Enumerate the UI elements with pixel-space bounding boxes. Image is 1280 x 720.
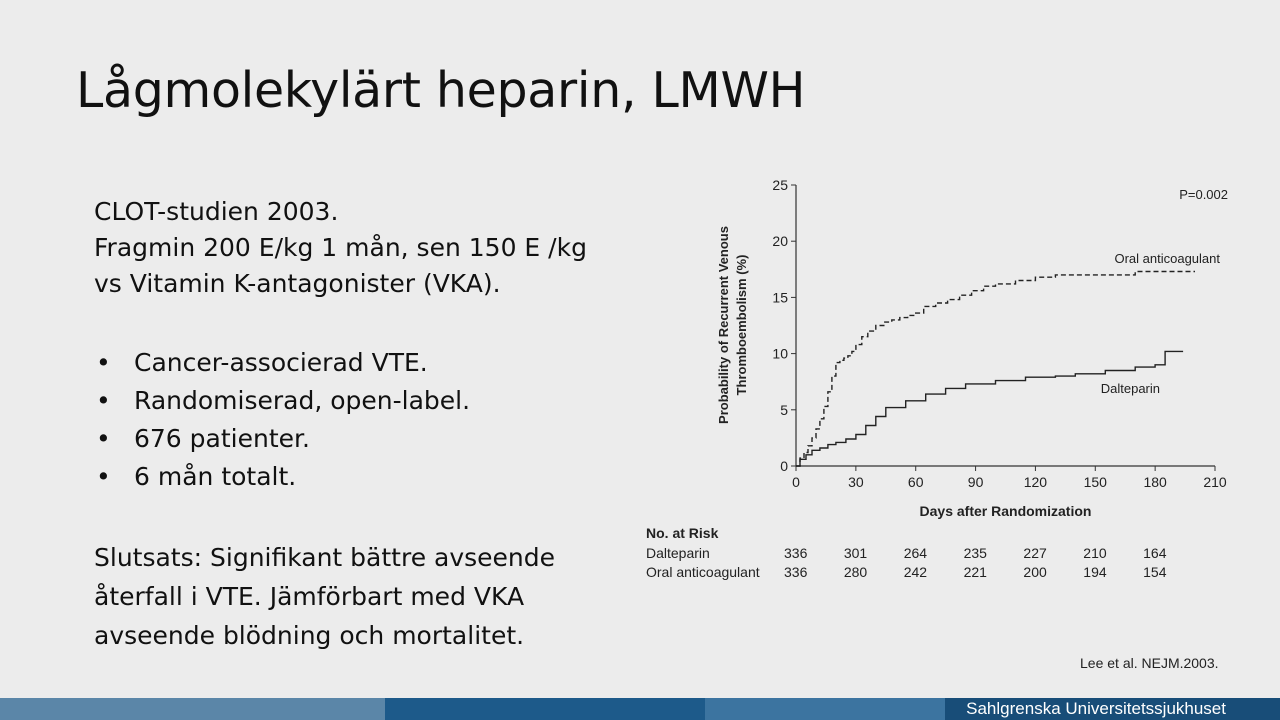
chart-ticks: 0 5 10 15 20 25 0 30 60 90 120 150 180 210: [772, 177, 1226, 490]
risk-value: 336: [784, 545, 808, 561]
x-axis-label: Days after Randomization: [920, 503, 1092, 519]
y-tick-label: 5: [780, 402, 788, 418]
bullet-glyph: •: [96, 348, 111, 377]
risk-table: No. at Risk Dalteparin 336 301 264 235 227 21…: [646, 525, 1206, 583]
risk-row-label: Oral anticoagulant: [646, 564, 760, 580]
x-tick-label: 210: [1203, 474, 1227, 490]
y-tick-label: 15: [772, 289, 788, 305]
footer-bar: Sahlgrenska Universitetssjukhuset: [0, 698, 1280, 720]
y-tick-label: 10: [772, 346, 788, 362]
intro-line-3: vs Vitamin K-antagonister (VKA).: [94, 269, 501, 298]
y-tick-label: 25: [772, 177, 788, 193]
y-tick-label: 0: [780, 458, 788, 474]
risk-value: 336: [784, 564, 808, 580]
y-axis-label-line-1: Probability of Recurrent Venous: [716, 226, 731, 424]
chart-axes: [795, 185, 1215, 467]
risk-row-dalteparin: Dalteparin 336 301 264 235 227 210 164: [646, 545, 1206, 564]
risk-value: 221: [963, 564, 987, 580]
risk-row-label: Dalteparin: [646, 545, 710, 561]
footer-brand: Sahlgrenska Universitetssjukhuset: [966, 699, 1226, 718]
conclusion-line-3: avseende blödning och mortalitet.: [94, 621, 525, 650]
p-value-annotation: P=0.002: [1179, 187, 1228, 202]
x-tick-label: 150: [1084, 474, 1108, 490]
y-axis-label-line-2: Thromboembolism (%): [734, 255, 749, 396]
chart-series: [796, 270, 1195, 467]
bullet-text: 6 mån totalt.: [134, 462, 297, 491]
risk-value: 264: [903, 545, 928, 561]
x-tick-label: 90: [968, 474, 984, 490]
risk-value: 164: [1143, 545, 1167, 561]
intro-text: CLOT-studien 2003. Fragmin 200 E/kg 1 må…: [94, 194, 587, 302]
risk-value: 200: [1023, 564, 1047, 580]
bullet-text: Randomiserad, open-label.: [134, 386, 471, 415]
kaplan-meier-chart: 0 5 10 15 20 25 0 30 60 90 120 150 180 210 Probabilit…: [716, 177, 1228, 519]
bullet-glyph: •: [96, 462, 111, 491]
conclusion-line-1: Slutsats: Signifikant bättre avseende: [94, 543, 556, 572]
footer-segment: [385, 698, 705, 720]
intro-line-2: Fragmin 200 E/kg 1 mån, sen 150 E /kg: [94, 233, 587, 262]
risk-value: 280: [843, 564, 868, 580]
bullet-glyph: •: [96, 424, 111, 453]
bullet-item: • 676 patienter.: [94, 420, 470, 458]
risk-value: 210: [1083, 545, 1107, 561]
x-tick-label: 120: [1024, 474, 1048, 490]
risk-value: 154: [1143, 564, 1167, 580]
conclusion-text: Slutsats: Signifikant bättre avseende åt…: [94, 538, 555, 655]
x-tick-label: 60: [908, 474, 924, 490]
risk-row-oral-anticoagulant: Oral anticoagulant 336 280 242 221 200 194 154: [646, 564, 1206, 583]
bullet-item: • Randomiserad, open-label.: [94, 382, 470, 420]
risk-value: 242: [903, 564, 928, 580]
risk-value: 227: [1023, 545, 1047, 561]
footer-segment: [0, 698, 385, 720]
risk-value: 301: [843, 545, 868, 561]
risk-value: 194: [1083, 564, 1107, 580]
bullet-text: Cancer-associerad VTE.: [134, 348, 428, 377]
bullet-text: 676 patienter.: [134, 424, 310, 453]
conclusion-line-2: återfall i VTE. Jämförbart med VKA: [94, 582, 525, 611]
bullet-item: • Cancer-associerad VTE.: [94, 344, 470, 382]
citation: Lee et al. NEJM.2003.: [1080, 655, 1219, 671]
footer-segment: [705, 698, 945, 720]
series-label-dalteparin: Dalteparin: [1101, 381, 1160, 396]
intro-line-1: CLOT-studien 2003.: [94, 197, 339, 226]
slide-title: Lågmolekylärt heparin, LMWH: [76, 62, 806, 119]
x-tick-label: 0: [792, 474, 800, 490]
series-label-oral-anticoagulant: Oral anticoagulant: [1114, 251, 1220, 266]
bullet-list: • Cancer-associerad VTE. • Randomiserad, o…: [94, 344, 470, 496]
series-line-oral-anticoagulant: [796, 270, 1195, 467]
bullet-item: • 6 mån totalt.: [94, 458, 470, 496]
series-line-dalteparin: [796, 350, 1184, 467]
bullet-glyph: •: [96, 386, 111, 415]
y-tick-label: 20: [772, 233, 788, 249]
risk-table-header: No. at Risk: [646, 525, 719, 541]
x-tick-label: 30: [848, 474, 864, 490]
risk-value: 235: [963, 545, 987, 561]
x-tick-label: 180: [1143, 474, 1167, 490]
